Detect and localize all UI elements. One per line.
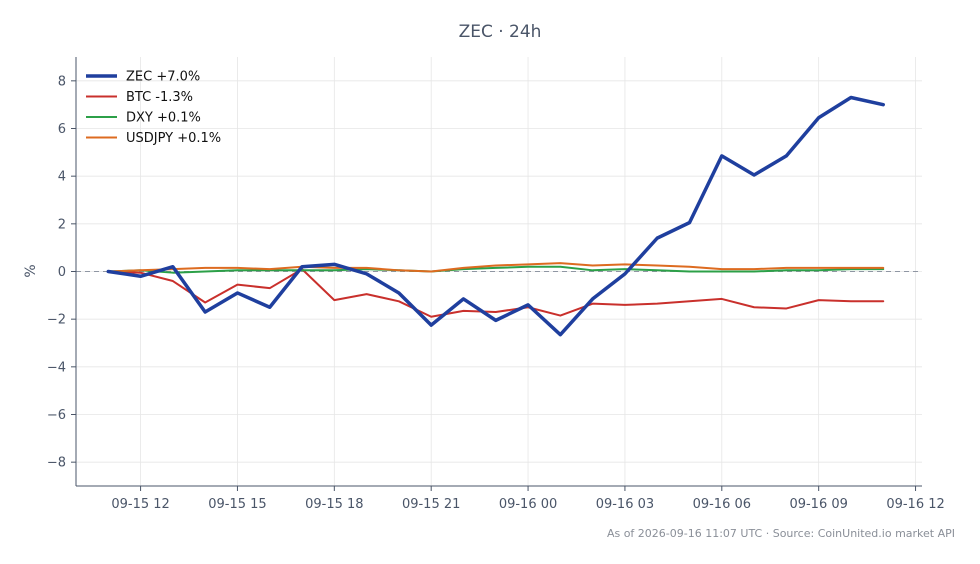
y-tick-label: 8 [58, 74, 66, 89]
series-line-usdjpy [107, 262, 885, 273]
y-tick-label: −8 [47, 456, 66, 471]
legend-entry-label: USDJPY +0.1% [126, 131, 221, 146]
x-tick-label: 09-15 18 [305, 497, 363, 512]
x-tick-label: 09-16 12 [886, 497, 944, 512]
y-tick-label: 2 [58, 217, 66, 232]
legend-entry-label: DXY +0.1% [126, 111, 201, 126]
legend-entry-label: BTC -1.3% [126, 90, 193, 105]
series-group [106, 95, 885, 337]
series-line-dxy [107, 265, 885, 274]
legend: ZEC +7.0% BTC -1.3% DXY +0.1% USDJPY +0.1% [86, 70, 221, 146]
x-tick-label: 09-15 15 [208, 497, 266, 512]
source-footer: As of 2026-09-16 11:07 UTC · Source: Coi… [607, 527, 955, 540]
x-tick-label: 09-16 09 [789, 497, 847, 512]
chart-title: ZEC · 24h [459, 22, 542, 42]
y-tick-label: −4 [47, 360, 66, 375]
y-axis-label: % [23, 264, 39, 277]
y-tick-label: −6 [47, 408, 66, 423]
x-tick-label: 09-15 12 [111, 497, 169, 512]
y-tick-label: 0 [58, 265, 66, 280]
x-axis-ticks: 09-15 12 09-15 15 09-15 18 09-15 21 09-16 00… [111, 486, 945, 512]
series-line-zec [106, 95, 885, 337]
y-tick-label: 4 [58, 170, 66, 185]
x-tick-label: 09-15 21 [402, 497, 460, 512]
x-tick-label: 09-16 06 [693, 497, 751, 512]
y-tick-label: 6 [58, 122, 66, 137]
legend-entry-label: ZEC +7.0% [126, 70, 200, 85]
y-axis-ticks: −8 −6 −4 −2 0 2 4 6 8 [47, 74, 76, 471]
series-line-btc [107, 268, 885, 318]
x-tick-label: 09-16 03 [596, 497, 654, 512]
y-tick-label: −2 [47, 313, 66, 328]
x-tick-label: 09-16 00 [499, 497, 557, 512]
